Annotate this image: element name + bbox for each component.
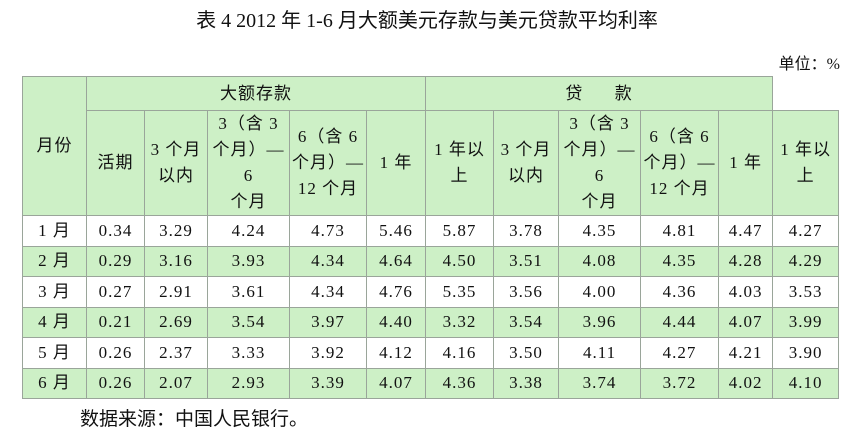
rate-cell: 3.51 bbox=[493, 245, 560, 277]
column-header: 6（含 6 个月）— 12 个月 bbox=[640, 110, 720, 216]
rate-cell: 3.54 bbox=[493, 306, 560, 338]
rate-cell: 3.92 bbox=[289, 337, 367, 369]
group-header: 大额存款 bbox=[85, 76, 427, 111]
rate-cell: 0.29 bbox=[86, 245, 145, 277]
data-row: 4 月 0.21 2.69 3.54 3.97 4.40 3.32 3.54 3.96 4.44 4… bbox=[22, 306, 840, 338]
month-cell: 5 月 bbox=[22, 337, 87, 369]
rate-cell: 4.34 bbox=[289, 245, 367, 277]
rate-cell: 4.24 bbox=[207, 215, 290, 247]
month-cell: 3 月 bbox=[22, 276, 87, 308]
rate-cell: 4.36 bbox=[640, 276, 720, 308]
rate-cell: 3.97 bbox=[289, 306, 367, 338]
rate-cell: 4.27 bbox=[772, 215, 840, 247]
rate-cell: 4.10 bbox=[772, 367, 840, 399]
rate-cell: 4.44 bbox=[640, 306, 720, 338]
data-row: 6 月 0.26 2.07 2.93 3.39 4.07 4.36 3.38 3.74 3.72 4… bbox=[22, 367, 840, 399]
rate-cell: 5.87 bbox=[425, 215, 495, 247]
rate-cell: 4.28 bbox=[718, 245, 774, 277]
rate-cell: 4.73 bbox=[289, 215, 367, 247]
table-title: 表 4 2012 年 1-6 月大额美元存款与美元贷款平均利率 bbox=[196, 10, 658, 32]
unit-label: 单位：% bbox=[778, 56, 840, 73]
rate-cell: 3.90 bbox=[772, 337, 840, 369]
rate-cell: 2.37 bbox=[144, 337, 208, 369]
data-row: 1 月 0.34 3.29 4.24 4.73 5.46 5.87 3.78 4.35 4.81 4… bbox=[22, 215, 840, 247]
month-cell: 2 月 bbox=[22, 245, 87, 277]
column-header: 3 个月 以内 bbox=[144, 110, 208, 216]
rate-cell: 3.99 bbox=[772, 306, 840, 338]
header-row: 活期 3 个月 以内 3（含 3 个月）—6 个月 6（含 6 个月）— 12 个月 1… bbox=[23, 110, 840, 216]
rate-cell: 4.34 bbox=[289, 276, 367, 308]
rate-cell: 3.96 bbox=[558, 306, 642, 338]
rate-cell: 3.38 bbox=[493, 367, 560, 399]
rate-cell: 0.27 bbox=[86, 276, 145, 308]
rate-cell: 4.64 bbox=[365, 245, 427, 277]
month-cell: 6 月 bbox=[22, 367, 87, 399]
month-cell: 4 月 bbox=[22, 306, 87, 338]
column-header: 3（含 3 个月）—6 个月 bbox=[558, 110, 642, 216]
rate-cell: 5.46 bbox=[365, 215, 427, 247]
rate-cell: 3.61 bbox=[207, 276, 290, 308]
rate-cell: 3.78 bbox=[493, 215, 560, 247]
rate-cell: 4.07 bbox=[365, 367, 427, 399]
rate-cell: 3.29 bbox=[144, 215, 208, 247]
rate-cell: 2.91 bbox=[144, 276, 208, 308]
rate-cell: 4.11 bbox=[558, 337, 642, 369]
rate-cell: 3.16 bbox=[144, 245, 208, 277]
rate-cell: 4.40 bbox=[365, 306, 427, 338]
rate-cell: 2.07 bbox=[144, 367, 208, 399]
rate-cell: 3.93 bbox=[207, 245, 290, 277]
rate-cell: 4.21 bbox=[718, 337, 774, 369]
rate-cell: 2.69 bbox=[144, 306, 208, 338]
rate-cell: 4.47 bbox=[718, 215, 774, 247]
column-header: 1 年 bbox=[718, 110, 774, 216]
rate-cell: 4.07 bbox=[718, 306, 774, 338]
rate-cell: 3.54 bbox=[207, 306, 290, 338]
header-cell: 月份 bbox=[22, 76, 87, 216]
rate-cell: 3.74 bbox=[558, 367, 642, 399]
rate-cell: 4.36 bbox=[425, 367, 495, 399]
rate-cell: 0.26 bbox=[86, 367, 145, 399]
rate-cell: 3.56 bbox=[493, 276, 560, 308]
header-row: 月份 大额存款贷 款 bbox=[22, 76, 839, 216]
source-note: 数据来源：中国人民银行。 bbox=[80, 409, 309, 430]
rate-cell: 3.32 bbox=[425, 306, 495, 338]
column-header: 活期 bbox=[86, 110, 145, 216]
column-header: 1 年以 上 bbox=[772, 110, 840, 216]
rate-cell: 4.08 bbox=[558, 245, 642, 277]
rate-cell: 3.72 bbox=[640, 367, 720, 399]
rate-cell: 0.26 bbox=[86, 337, 145, 369]
column-header: 1 年以 上 bbox=[425, 110, 495, 216]
column-header: 6（含 6 个月）— 12 个月 bbox=[289, 110, 367, 216]
column-header: 3 个月 以内 bbox=[493, 110, 560, 216]
rate-table: 月份 大额存款贷 款活期 3 个月 以内 3（含 3 个月）—6 个月 6（含 6 个月… bbox=[22, 76, 840, 399]
rate-cell: 0.34 bbox=[86, 215, 145, 247]
rate-cell: 4.00 bbox=[558, 276, 642, 308]
rate-cell: 4.12 bbox=[365, 337, 427, 369]
rate-cell: 4.02 bbox=[718, 367, 774, 399]
rate-cell: 4.27 bbox=[640, 337, 720, 369]
data-row: 2 月 0.29 3.16 3.93 4.34 4.64 4.50 3.51 4.08 4.35 4… bbox=[22, 245, 840, 277]
rate-cell: 4.35 bbox=[558, 215, 642, 247]
rate-cell: 4.29 bbox=[772, 245, 840, 277]
data-row: 3 月 0.27 2.91 3.61 4.34 4.76 5.35 3.56 4.00 4.36 4… bbox=[22, 276, 840, 308]
rate-cell: 3.50 bbox=[493, 337, 560, 369]
column-header: 1 年 bbox=[365, 110, 427, 216]
rate-cell: 4.03 bbox=[718, 276, 774, 308]
rate-cell: 4.35 bbox=[640, 245, 720, 277]
rate-cell: 0.21 bbox=[86, 306, 145, 338]
rate-cell: 3.53 bbox=[772, 276, 840, 308]
rate-cell: 5.35 bbox=[425, 276, 495, 308]
rate-cell: 3.39 bbox=[289, 367, 367, 399]
group-header: 贷 款 bbox=[425, 76, 774, 111]
rate-cell: 2.93 bbox=[207, 367, 290, 399]
rate-cell: 3.33 bbox=[207, 337, 290, 369]
rate-cell: 4.16 bbox=[425, 337, 495, 369]
data-row: 5 月 0.26 2.37 3.33 3.92 4.12 4.16 3.50 4.11 4.27 4… bbox=[22, 337, 840, 369]
rate-cell: 4.50 bbox=[425, 245, 495, 277]
rate-cell: 4.81 bbox=[640, 215, 720, 247]
rate-cell: 4.76 bbox=[365, 276, 427, 308]
column-header: 3（含 3 个月）—6 个月 bbox=[207, 110, 290, 216]
month-cell: 1 月 bbox=[22, 215, 87, 247]
